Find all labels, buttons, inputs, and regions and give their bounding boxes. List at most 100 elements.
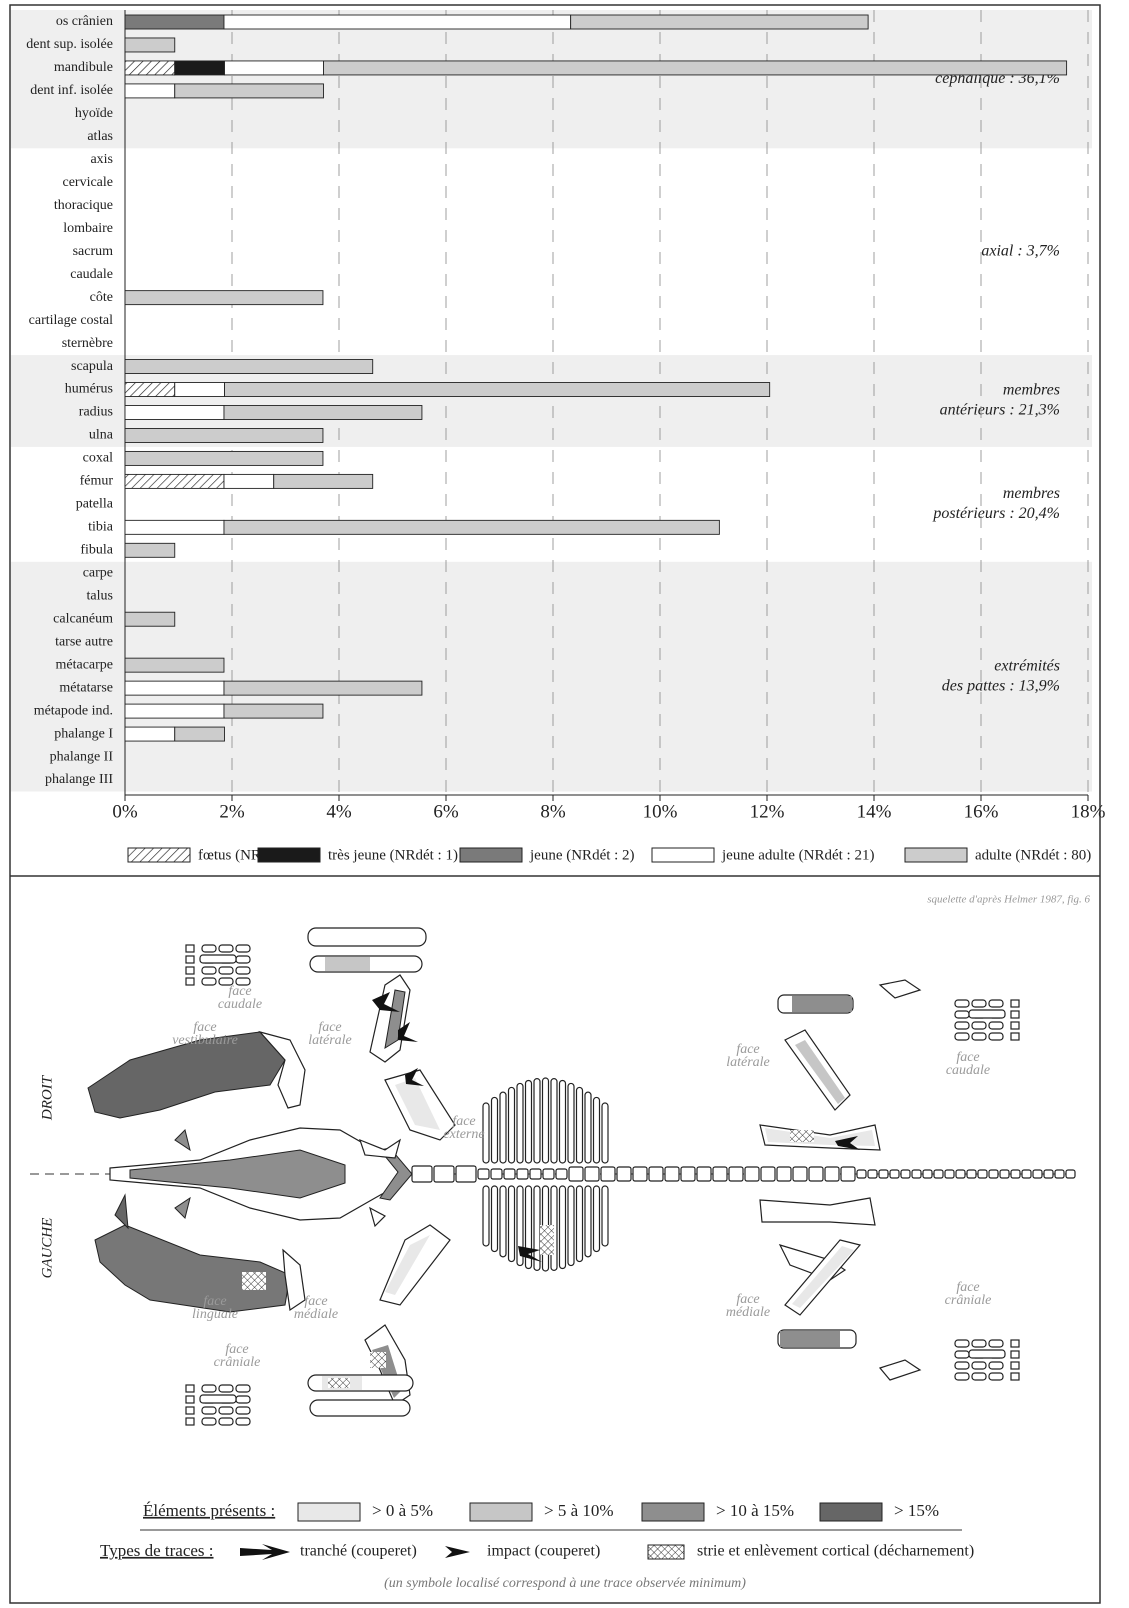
bar-segment [223, 14, 572, 30]
bar-segment [174, 83, 324, 99]
rib [490, 1096, 499, 1164]
vertebra [999, 1169, 1010, 1179]
y-tick-label: cervicale [62, 175, 113, 190]
y-tick-label: coxal [83, 451, 113, 466]
bone [878, 1359, 922, 1381]
vertebra [840, 1166, 856, 1182]
y-tick-label: os crânien [56, 14, 113, 29]
carpal [1010, 1010, 1020, 1019]
y-tick-label: cartilage costal [29, 313, 113, 328]
y-tick-label: dent sup. isolée [26, 37, 113, 52]
rib [584, 1091, 592, 1164]
rib [507, 1086, 516, 1164]
x-tick-label: 10% [643, 801, 678, 822]
bar-segment [124, 359, 374, 374]
attribution: squelette d'après Helmer 1987, fig. 6 [927, 894, 1090, 906]
skeleton-diagram: squelette d'après Helmer 1987, fig. 6 DR… [30, 894, 1090, 1591]
vertebra [664, 1166, 680, 1182]
view-label: linguale [192, 1307, 238, 1322]
trace-label: strie et enlèvement cortical (décharneme… [697, 1543, 974, 1560]
presence-label: > 5 à 10% [544, 1501, 614, 1520]
phalanx [201, 944, 217, 953]
phalanx [988, 1361, 1004, 1370]
metapodial [968, 1009, 1006, 1019]
y-tick-label: phalange II [50, 749, 114, 764]
phalanx [988, 999, 1004, 1008]
bar-segment [124, 405, 225, 420]
bone-part [792, 996, 852, 1012]
metapodial [199, 1394, 237, 1404]
phalanx [235, 955, 251, 964]
vertebra [555, 1168, 568, 1180]
rib [584, 1185, 592, 1258]
x-tick-label: 16% [964, 801, 999, 822]
mandible-ramus [282, 1248, 306, 1312]
vertebra [1010, 1169, 1021, 1179]
x-tick-label: 6% [433, 801, 459, 822]
bar-segment [124, 680, 225, 696]
phalanx [235, 1406, 251, 1415]
vertebra [889, 1169, 900, 1179]
phalanx [971, 1372, 987, 1381]
y-tick-label: phalange III [45, 772, 113, 787]
trace-icon [647, 1544, 685, 1560]
y-tick-label: talus [87, 588, 113, 603]
vertebra [900, 1169, 911, 1179]
vertebra [529, 1168, 542, 1180]
x-tick-label: 18% [1071, 801, 1106, 822]
bar-segment [223, 405, 423, 420]
phalanx [954, 1361, 970, 1370]
vertebra [856, 1169, 867, 1179]
y-tick-label: phalange I [54, 726, 113, 741]
view-label: médiale [726, 1305, 770, 1320]
trace-arrow [518, 1246, 542, 1262]
view-label: latérale [726, 1055, 770, 1070]
bar-segment [124, 290, 324, 306]
vertebra [824, 1166, 840, 1182]
bar-segment [124, 611, 176, 627]
vertebra [955, 1169, 966, 1179]
bar-segment [124, 37, 176, 53]
cut-mark [370, 1352, 386, 1368]
view-label: face [736, 1292, 759, 1307]
phalanx [971, 1032, 987, 1041]
rib [499, 1185, 507, 1258]
bar-segment [174, 382, 225, 397]
carpal [1010, 1350, 1020, 1359]
phalanx [954, 1021, 970, 1030]
presence-swatch [297, 1502, 361, 1522]
y-tick-label: côte [90, 290, 113, 305]
bone-part [385, 1235, 430, 1295]
carpal [1010, 1032, 1020, 1041]
vertebra [1021, 1169, 1032, 1179]
view-label: crâniale [214, 1355, 261, 1370]
carpal [1010, 1021, 1020, 1030]
x-tick-label: 4% [326, 801, 352, 822]
y-tick-label: carpe [83, 565, 113, 580]
rib [558, 1079, 567, 1164]
group-label: extrémités [994, 657, 1060, 674]
carpal [185, 966, 195, 975]
group-label: antérieurs : 21,3% [940, 402, 1060, 419]
mandible [94, 1224, 291, 1313]
vertebra [760, 1166, 776, 1182]
trace-label: tranché (couperet) [300, 1543, 417, 1560]
bar-segment [124, 14, 225, 30]
bone [307, 927, 427, 947]
vertebra [433, 1165, 455, 1183]
vertebra [988, 1169, 999, 1179]
cut-mark [790, 1130, 814, 1142]
bar-segment [223, 703, 324, 719]
bar-segment [124, 726, 176, 742]
skull-part [174, 1129, 191, 1219]
legend-swatch [651, 847, 715, 863]
phalanx [971, 1339, 987, 1348]
view-label: caudale [218, 997, 262, 1012]
vertebra [911, 1169, 922, 1179]
legend-label: adulte (NRdét : 80) [975, 847, 1091, 863]
phalanx [954, 999, 970, 1008]
y-tick-label: hyoïde [75, 106, 113, 121]
skeleton-repeats [185, 944, 1076, 1426]
metapodial [968, 1349, 1006, 1359]
bar-segment [124, 83, 176, 99]
